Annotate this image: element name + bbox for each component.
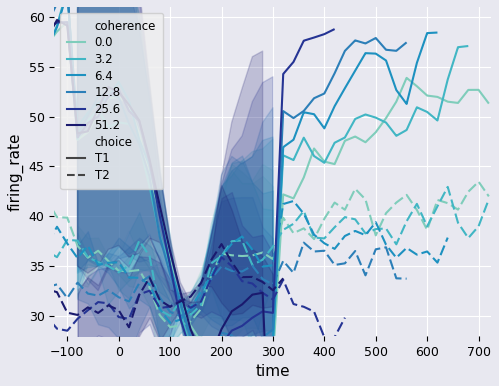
Y-axis label: firing_rate: firing_rate: [7, 132, 23, 211]
X-axis label: time: time: [255, 364, 290, 379]
Legend: coherence, 0.0, 3.2, 6.4, 12.8, 25.6, 51.2, choice, T1, T2: coherence, 0.0, 3.2, 6.4, 12.8, 25.6, 51…: [60, 13, 163, 189]
